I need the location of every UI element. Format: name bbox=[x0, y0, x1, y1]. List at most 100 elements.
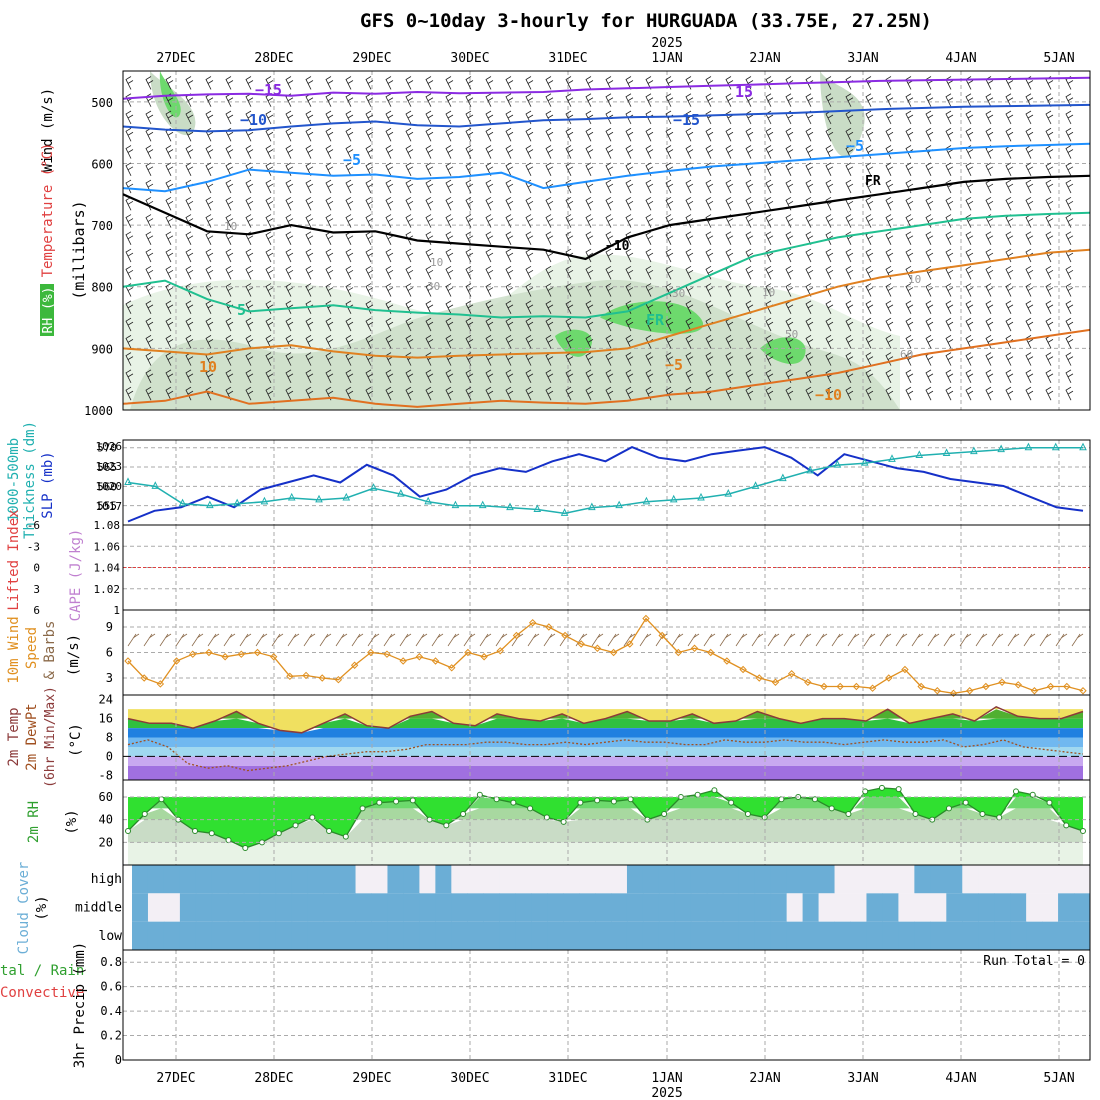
wind-barb bbox=[945, 231, 954, 245]
y-tick: 800 bbox=[91, 281, 113, 295]
wind-barb bbox=[785, 179, 794, 194]
wind-barb bbox=[525, 162, 534, 176]
wind-barb bbox=[985, 265, 994, 280]
wind-barb bbox=[665, 369, 674, 384]
wind-barb bbox=[785, 317, 794, 332]
wind-barb bbox=[725, 145, 734, 159]
wind-barb bbox=[505, 127, 514, 142]
wind-barb bbox=[1045, 300, 1054, 315]
thickness-marker bbox=[151, 481, 160, 489]
wind-barb bbox=[765, 283, 774, 297]
wind-barb bbox=[125, 386, 134, 401]
isotherm-label: −10 bbox=[815, 386, 842, 404]
wind-barb bbox=[845, 127, 854, 142]
wind-barb bbox=[985, 369, 994, 384]
wind-barb-10m bbox=[751, 633, 764, 647]
cloud-cell bbox=[451, 893, 468, 922]
wind-barb bbox=[485, 369, 494, 384]
thickness-marker bbox=[315, 494, 323, 503]
cloud-cell bbox=[690, 921, 708, 950]
cloud-cell bbox=[243, 865, 261, 894]
wind-barb bbox=[725, 127, 734, 142]
wind-barb bbox=[1065, 283, 1074, 297]
wind-barb bbox=[185, 300, 194, 315]
wind-barb bbox=[925, 231, 934, 245]
wind-barb bbox=[965, 93, 974, 107]
wind-barb bbox=[825, 317, 834, 332]
wind-barb bbox=[805, 162, 814, 176]
wind-barb bbox=[485, 93, 494, 107]
cloud-cell bbox=[754, 921, 772, 950]
wind-barb bbox=[665, 145, 674, 159]
wind-barb bbox=[205, 214, 214, 228]
wind-barb bbox=[705, 76, 714, 90]
isotherm-label: FR bbox=[646, 311, 665, 329]
wind-barb bbox=[805, 93, 814, 107]
wind-barb bbox=[245, 76, 254, 90]
wind-barb bbox=[925, 386, 934, 401]
wind-barb bbox=[425, 265, 434, 280]
wind-barb bbox=[845, 335, 854, 349]
wind-barb bbox=[385, 335, 394, 349]
wind-barb bbox=[865, 145, 874, 159]
panel-frame bbox=[122, 70, 1091, 411]
cloud-cell bbox=[738, 893, 756, 922]
cloud-cell bbox=[1026, 865, 1043, 894]
wind-barb bbox=[225, 110, 234, 125]
wind-speed-marker bbox=[901, 665, 909, 674]
wind-barb bbox=[925, 214, 934, 228]
wind-barb bbox=[325, 76, 334, 90]
temp-band bbox=[128, 718, 1083, 733]
wind-speed-marker bbox=[302, 671, 310, 680]
wind-barb-10m bbox=[959, 633, 972, 647]
thickness-marker bbox=[642, 496, 651, 505]
wind-barb bbox=[665, 265, 674, 280]
wind-barb bbox=[545, 162, 554, 176]
wind-barb bbox=[525, 283, 534, 297]
wind-barb bbox=[145, 352, 154, 366]
wind-barb bbox=[1005, 317, 1014, 332]
thickness-marker bbox=[751, 481, 760, 489]
wind-barb bbox=[565, 317, 574, 332]
wind-barb bbox=[1065, 110, 1074, 125]
wind-speed-marker bbox=[415, 653, 424, 661]
wind-barb bbox=[345, 283, 354, 297]
wind-barb bbox=[845, 265, 854, 280]
wind-barb bbox=[565, 214, 574, 228]
wind-barb bbox=[345, 179, 354, 194]
wind-barb bbox=[965, 300, 974, 315]
isotherm-label: 5 bbox=[237, 301, 246, 319]
wind-barb bbox=[305, 127, 314, 142]
wind-barb bbox=[125, 179, 134, 194]
wind-barb bbox=[705, 179, 714, 194]
wind-barb bbox=[805, 179, 814, 194]
cloud-cell bbox=[339, 893, 357, 922]
wind-barb bbox=[885, 317, 894, 332]
axis-label-li: Lifted Index bbox=[6, 509, 22, 610]
wind-barb bbox=[825, 145, 834, 159]
wind-barb bbox=[565, 265, 574, 280]
wind-barb bbox=[765, 162, 774, 176]
wind-speed-marker bbox=[1014, 681, 1022, 689]
wind-barb bbox=[745, 386, 754, 401]
wind-barb bbox=[785, 386, 794, 401]
isotherm-line bbox=[122, 142, 1091, 193]
wind-barb bbox=[165, 352, 174, 366]
wind-barb bbox=[845, 76, 854, 90]
wind-barb bbox=[685, 231, 694, 245]
wind-barb bbox=[725, 335, 734, 349]
wind-barb bbox=[345, 248, 354, 263]
wind-barb bbox=[885, 283, 894, 297]
wind-barb bbox=[685, 145, 694, 159]
rh-marker bbox=[979, 811, 986, 817]
wind-barb bbox=[465, 93, 474, 107]
wind-barb bbox=[485, 214, 494, 228]
cloud-cell bbox=[674, 921, 692, 950]
cloud-cell bbox=[387, 921, 404, 950]
wind-barb bbox=[205, 145, 214, 159]
thickness-marker bbox=[860, 458, 869, 466]
wind-barb bbox=[145, 300, 154, 315]
wind-barb bbox=[505, 317, 514, 332]
x-tick-top: 27DEC bbox=[156, 51, 195, 66]
wind-barb bbox=[385, 248, 394, 263]
